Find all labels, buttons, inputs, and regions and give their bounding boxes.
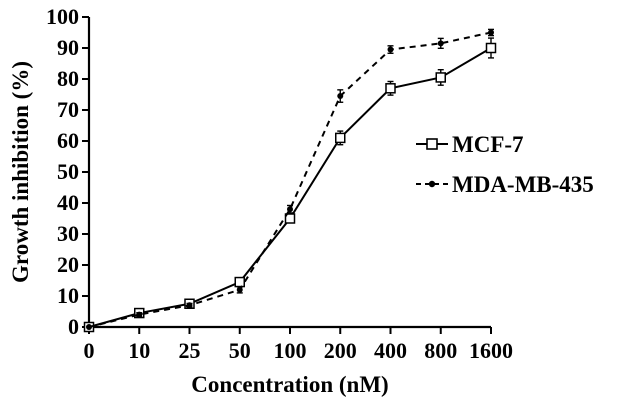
legend-item-mda-mb-435: MDA-MB-435 [416, 172, 594, 197]
x-tick-label: 25 [179, 338, 201, 363]
point-mda-mb-435 [186, 302, 193, 309]
legend-mcf7-label: MCF-7 [452, 132, 524, 157]
point-mcf7 [485, 42, 497, 54]
point-mda-mb-435 [287, 206, 293, 213]
point-mda-mb-435 [236, 286, 243, 293]
x-tick-label: 100 [274, 338, 307, 363]
x-ticks: 0 10 25 50 100 200 400 800 1600 [84, 327, 513, 363]
x-tick-label: 50 [229, 338, 251, 363]
series-layer [83, 28, 497, 333]
y-tick-label: 70 [57, 97, 79, 122]
y-tick-label: 30 [57, 221, 79, 246]
y-tick-label: 20 [57, 252, 79, 277]
point-mda-mb-435 [387, 46, 394, 53]
x-tick-label: 200 [324, 338, 357, 363]
legend-mda-label: MDA-MB-435 [452, 172, 594, 197]
x-tick-label: 0 [84, 338, 95, 363]
legend: MCF-7 MDA-MB-435 [416, 132, 594, 197]
point-mda-mb-435 [86, 324, 92, 330]
x-tick-label: 1600 [469, 338, 513, 363]
y-tick-label: 0 [68, 314, 79, 339]
legend-item-mcf7: MCF-7 [416, 132, 524, 157]
legend-mcf7-marker [426, 138, 438, 150]
y-tick-label: 40 [57, 190, 79, 215]
y-tick-label: 60 [57, 128, 79, 153]
x-tick-label: 400 [374, 338, 407, 363]
point-mcf7 [284, 213, 296, 224]
point-mcf7 [435, 72, 446, 83]
point-mcf7 [335, 132, 346, 144]
y-tick-label: 100 [46, 4, 79, 29]
x-axis-title: Concentration (nM) [191, 372, 388, 397]
series-line-mda-mb-435 [88, 31, 492, 328]
y-ticks: 0 10 20 30 40 50 60 70 80 90 100 [46, 4, 89, 339]
series-line-mcf7 [88, 47, 492, 328]
y-tick-label: 10 [57, 283, 79, 308]
point-mda-mb-435 [136, 311, 143, 318]
point-mcf7 [234, 276, 245, 288]
series-mda-mb-435 [86, 28, 494, 330]
legend-mda-marker [428, 180, 436, 188]
y-axis-title: Growth inhibition (%) [8, 61, 33, 283]
y-tick-label: 90 [57, 35, 79, 60]
x-tick-label: 10 [128, 338, 150, 363]
point-mcf7 [385, 83, 396, 94]
x-tick-label: 800 [424, 338, 457, 363]
point-mda-mb-435 [488, 29, 494, 36]
y-tick-label: 80 [57, 66, 79, 91]
y-tick-label: 50 [57, 159, 79, 184]
point-mda-mb-435 [337, 93, 344, 100]
point-mda-mb-435 [437, 40, 444, 47]
